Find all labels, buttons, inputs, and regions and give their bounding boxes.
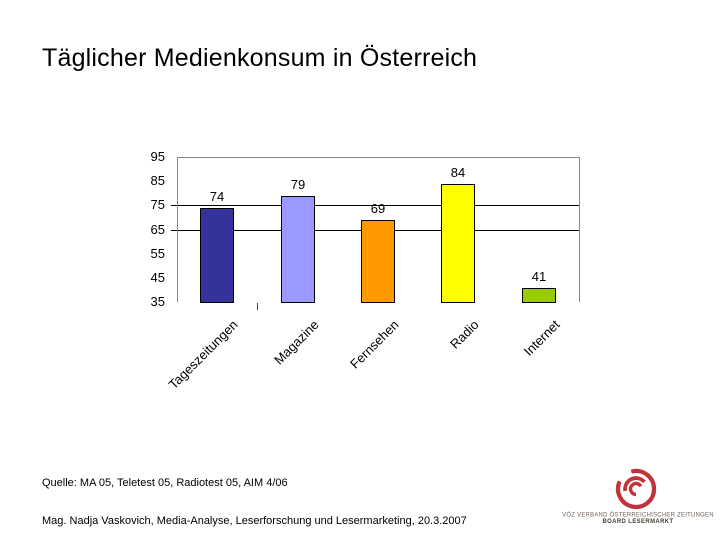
bar-value-label: 84 bbox=[450, 165, 466, 180]
plot-right-border bbox=[579, 157, 580, 302]
footer-credit: Mag. Nadja Vaskovich, Media-Analyse, Les… bbox=[42, 515, 467, 527]
plot-top-border bbox=[177, 157, 579, 158]
bar-magazine bbox=[281, 196, 315, 303]
media-consumption-bar-chart: 95 85 75 65 55 45 35 74 Tageszeitungen 79 Magazine… bbox=[150, 149, 580, 392]
slide-title: Täglicher Medienkonsum in Österreich bbox=[42, 44, 478, 72]
voez-spiral-icon bbox=[615, 468, 657, 510]
bar-tageszeitungen bbox=[200, 208, 234, 303]
voez-logo-line1: VÖZ VERBAND ÖSTERREICHISCHER ZEITUNGEN bbox=[562, 511, 714, 518]
bar-radio bbox=[441, 184, 475, 303]
bar-fernsehen bbox=[361, 220, 395, 303]
bar-value-label: 74 bbox=[209, 189, 225, 204]
source-note: Quelle: MA 05, Teletest 05, Radiotest 05… bbox=[42, 477, 288, 489]
y-axis-tick-label: 55 bbox=[150, 246, 165, 261]
voez-logo: VÖZ VERBAND ÖSTERREICHISCHER ZEITUNGEN B… bbox=[556, 462, 720, 536]
bar-value-label: 79 bbox=[290, 177, 306, 192]
bar-value-label: 69 bbox=[370, 201, 386, 216]
voez-logo-line2: BOARD LESERMARKT bbox=[602, 517, 674, 525]
gridline-75 bbox=[171, 205, 579, 206]
bar-value-label: 41 bbox=[531, 269, 547, 284]
y-axis-line bbox=[177, 157, 178, 302]
y-axis-tick-label: 85 bbox=[150, 173, 165, 188]
bar-internet bbox=[522, 288, 556, 303]
y-axis-tick-label: 35 bbox=[150, 294, 165, 309]
y-axis-tick-label: 65 bbox=[150, 222, 165, 237]
y-axis-tick-label: 75 bbox=[150, 197, 165, 212]
category-axis-tick bbox=[257, 303, 258, 310]
y-axis-tick-label: 45 bbox=[150, 270, 165, 285]
y-axis-tick-label: 95 bbox=[150, 149, 165, 164]
